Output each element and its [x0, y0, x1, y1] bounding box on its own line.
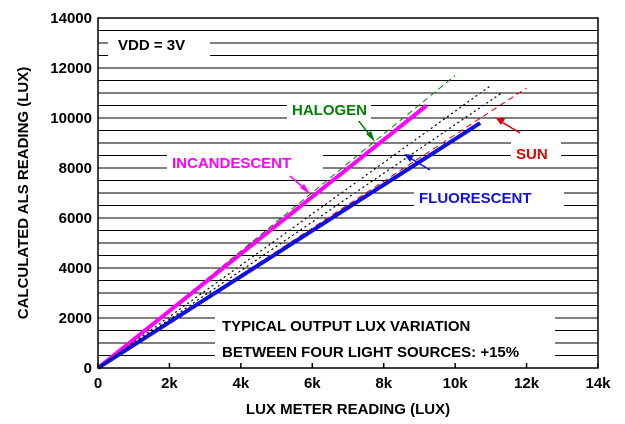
sun-arrowhead	[495, 117, 505, 125]
note-line-1: TYPICAL OUTPUT LUX VARIATION	[222, 318, 470, 335]
x-tick-label: 10k	[443, 375, 469, 392]
y-tick-label: 12000	[50, 60, 92, 77]
y-axis-title: CALCULATED ALS READING (LUX)	[15, 67, 32, 319]
sun-label: SUN	[516, 146, 548, 163]
plot-frame	[97, 17, 599, 369]
arrows	[289, 117, 521, 194]
note-line-2: BETWEEN FOUR LIGHT SOURCES: +15%	[222, 344, 519, 361]
sun-arrow	[499, 120, 521, 134]
series-line-incandescent	[96, 103, 428, 370]
fluorescent-label: FLUORESCENT	[419, 190, 532, 207]
variation-note: TYPICAL OUTPUT LUX VARIATION BETWEEN FOU…	[215, 313, 555, 363]
y-tick-label: 6000	[59, 210, 92, 227]
x-tick-label: 0	[94, 375, 102, 392]
series-line-halogen	[97, 75, 456, 369]
x-tick-label: 12k	[514, 375, 540, 392]
x-tick-label: 8k	[375, 375, 392, 392]
series-layer	[96, 75, 527, 370]
y-tick-label: 10000	[50, 110, 92, 127]
x-tick-label: 6k	[304, 375, 321, 392]
x-axis-title: LUX METER READING (LUX)	[246, 401, 450, 418]
fluorescent-label-box: FLUORESCENT	[414, 185, 564, 209]
y-tick-label: 0	[84, 360, 92, 377]
incandescent-arrowhead	[300, 184, 310, 194]
y-tick-label: 2000	[59, 310, 92, 327]
tick-layer: 0 2000 4000 6000 8000 10000 12000 14000 0 2k 4k 6k 8…	[50, 10, 611, 392]
halogen-label-box: HALOGEN	[287, 97, 371, 121]
x-tick-label: 2k	[161, 375, 178, 392]
series-line-fluorescent	[96, 121, 482, 370]
fluorescent-arrow	[409, 157, 431, 171]
x-tick-label: 14k	[585, 375, 611, 392]
series-line-reference	[97, 85, 492, 369]
incandescent-label-box: INCANDESCENT	[167, 150, 323, 174]
halogen-label: HALOGEN	[292, 102, 367, 119]
vdd-annotation: VDD = 3V	[108, 32, 210, 56]
halogen-arrowhead	[366, 131, 375, 142]
y-tick-label: 14000	[50, 10, 92, 27]
fluorescent-arrowhead	[404, 154, 414, 162]
x-tick-label: 4k	[233, 375, 250, 392]
y-tick-label: 4000	[59, 260, 92, 277]
series-line-reference	[97, 92, 502, 369]
vdd-label: VDD = 3V	[118, 37, 185, 54]
sun-label-box: SUN	[511, 141, 561, 165]
incandescent-label: INCANDESCENT	[172, 155, 291, 172]
y-tick-label: 8000	[59, 160, 92, 177]
